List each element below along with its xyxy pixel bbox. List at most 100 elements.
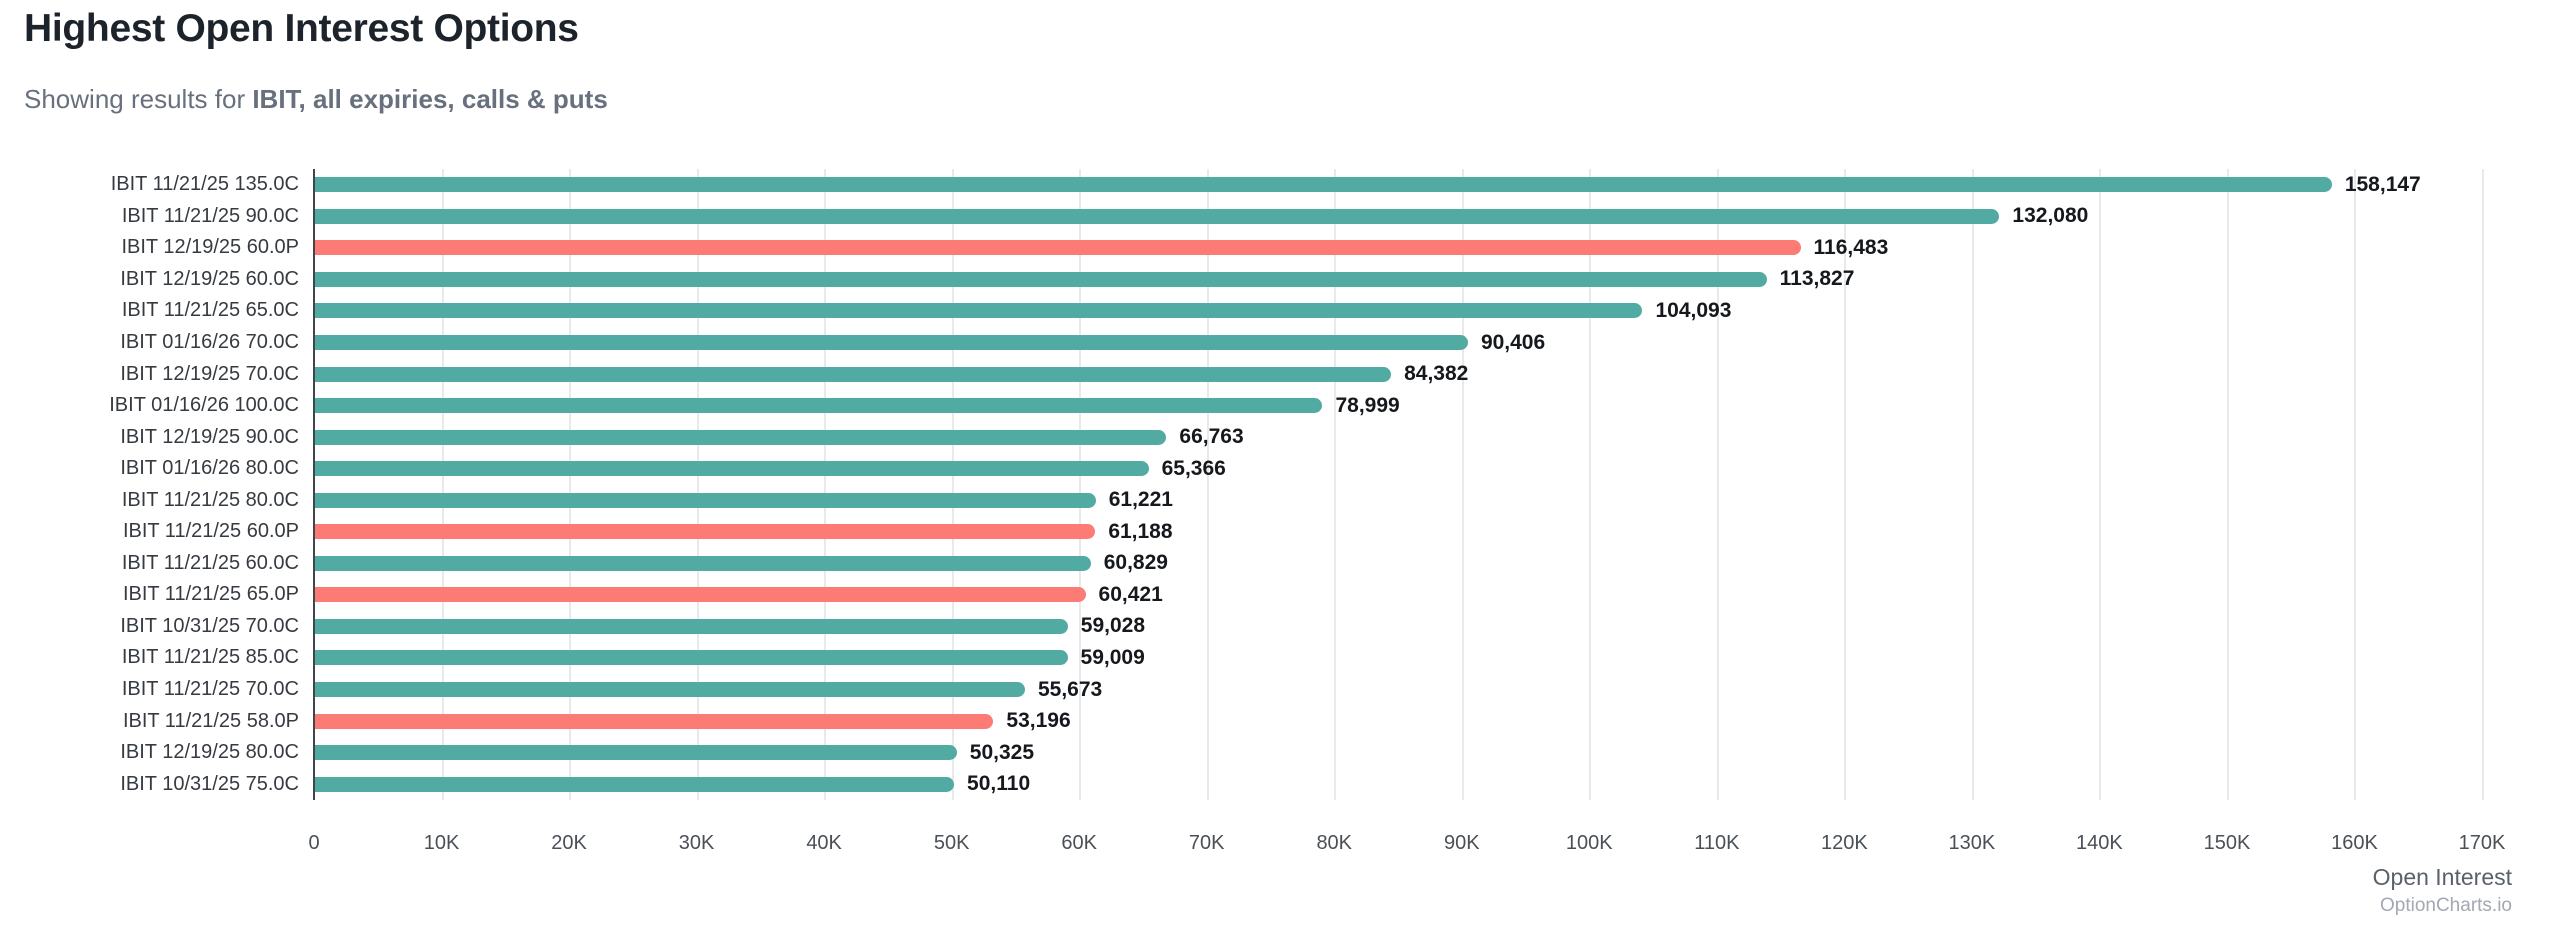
bar-row: 59,028 (315, 611, 2483, 643)
y-axis-label: IBIT 11/21/25 60.0P (122, 520, 299, 543)
open-interest-bar[interactable] (315, 492, 1096, 508)
bar-value-label: 50,110 (967, 772, 1031, 796)
open-interest-bar[interactable] (315, 177, 2332, 193)
bar-value-label: 60,829 (1103, 551, 1168, 575)
bar-value-label: 60,421 (1098, 582, 1163, 606)
bar-value-label: 61,221 (1108, 488, 1173, 512)
y-axis-label: IBIT 12/19/25 80.0C (120, 741, 299, 764)
x-axis-tick-label: 30K (678, 832, 715, 854)
y-axis-label: IBIT 12/19/25 70.0C (120, 362, 299, 385)
y-axis-label: IBIT 11/21/25 80.0C (121, 488, 299, 511)
bar-value-label: 55,673 (1037, 677, 1103, 701)
bar-row: 84,382 (315, 358, 2483, 390)
gridline (2354, 169, 2357, 800)
bar-series: 158,147 132,080 116,483 113,827 104,093 90,40… (315, 169, 2483, 800)
plot-area: 158,147 132,080 116,483 113,827 104,093 90,40… (313, 169, 2484, 800)
y-axis-label: IBIT 11/21/25 70.0C (121, 678, 299, 701)
y-axis-label: IBIT 11/21/25 65.0P (122, 583, 299, 606)
bar-row: 59,009 (315, 642, 2483, 674)
x-axis-tick-label: 160K (2331, 832, 2378, 854)
watermark: OptionCharts.io (2379, 895, 2512, 916)
x-axis-tick-label: 20K (551, 832, 587, 854)
x-axis-tick-label: 40K (806, 832, 842, 854)
bar-row: 50,325 (315, 737, 2483, 769)
open-interest-bar[interactable] (315, 271, 1767, 287)
open-interest-bar[interactable] (315, 587, 1086, 603)
open-interest-bar[interactable] (315, 240, 1801, 256)
gridline (1461, 169, 1464, 800)
open-interest-bar[interactable] (315, 461, 1149, 477)
bar-value-label: 53,196 (1006, 709, 1071, 733)
bar-row: 61,221 (315, 484, 2483, 516)
page-title: Highest Open Interest Options (24, 7, 579, 50)
x-axis-tick-label: 90K (1443, 832, 1480, 854)
bar-value-label: 84,382 (1404, 362, 1469, 386)
y-axis-label: IBIT 01/16/26 80.0C (120, 457, 299, 480)
open-interest-bar[interactable] (315, 524, 1096, 540)
y-axis-label: IBIT 12/19/25 90.0C (120, 425, 299, 448)
bar-value-label: 132,080 (2012, 204, 2089, 228)
y-axis-label: IBIT 01/16/26 70.0C (120, 331, 299, 353)
y-axis-label: IBIT 11/21/25 58.0P (122, 709, 299, 732)
open-interest-bar[interactable] (315, 398, 1323, 414)
x-axis-tick-label: 50K (933, 832, 970, 854)
gridline (1589, 169, 1592, 800)
x-axis-tick-label: 10K (423, 832, 460, 854)
open-interest-bar[interactable] (315, 682, 1025, 698)
gridline (1206, 169, 1209, 800)
bar-row: 90,406 (315, 327, 2483, 359)
x-axis-tick-label: 60K (1061, 832, 1097, 854)
x-axis-tick-label: 150K (2203, 832, 2251, 854)
bar-row: 158,147 (315, 169, 2483, 201)
open-interest-bar[interactable] (315, 650, 1068, 666)
bar-value-label: 50,325 (969, 740, 1035, 764)
gridline (2482, 169, 2484, 800)
open-interest-bar[interactable] (315, 335, 1468, 350)
bar-row: 116,483 (315, 232, 2483, 264)
x-axis-tick-label: 0 (308, 832, 320, 854)
gridline (1971, 169, 1974, 800)
y-axis-label: IBIT 11/21/25 65.0C (121, 299, 299, 322)
y-axis-label: IBIT 11/21/25 135.0C (110, 173, 299, 196)
open-interest-bar[interactable] (315, 555, 1091, 571)
open-interest-bar[interactable] (315, 429, 1167, 445)
gridline (569, 169, 572, 800)
open-interest-bar[interactable] (315, 776, 955, 792)
bar-value-label: 65,366 (1161, 456, 1226, 480)
open-interest-bar[interactable] (315, 745, 957, 761)
x-axis-tick-label: 130K (1948, 832, 1996, 854)
x-axis-tick-label: 100K (1565, 832, 1613, 854)
bar-row: 53,196 (315, 705, 2483, 737)
bar-row: 55,673 (315, 674, 2483, 706)
y-axis-label: IBIT 11/21/25 90.0C (121, 204, 299, 227)
x-axis-tick-label: 80K (1316, 832, 1353, 854)
bar-value-label: 90,406 (1480, 330, 1546, 354)
x-axis-tick-label: 170K (2458, 832, 2506, 854)
bar-row: 65,366 (315, 453, 2483, 485)
subtitle: Showing results for IBIT, all expiries, … (24, 82, 608, 116)
gridline (2226, 169, 2229, 800)
bar-row: 60,421 (315, 579, 2483, 611)
open-interest-bar[interactable] (315, 713, 994, 729)
open-interest-bar[interactable] (315, 208, 2000, 224)
gridline (441, 169, 444, 800)
bar-row: 104,093 (315, 295, 2483, 327)
bar-row: 113,827 (315, 264, 2483, 296)
bar-row: 132,080 (315, 201, 2483, 233)
open-interest-bar[interactable] (315, 618, 1068, 634)
bar-value-label: 104,093 (1655, 298, 1732, 322)
open-interest-bar[interactable] (315, 366, 1392, 382)
open-interest-bar[interactable] (315, 303, 1643, 319)
bar-value-label: 61,188 (1108, 519, 1173, 543)
y-axis-label: IBIT 01/16/26 100.0C (109, 394, 299, 417)
x-axis-tick-label: 140K (2076, 832, 2123, 854)
x-axis: 0 10K 20K 30K 40K 50K 60K 70K 80K 90K 100K 110K 120K… (308, 828, 2505, 858)
y-axis-label: IBIT 10/31/25 70.0C (120, 614, 299, 637)
bar-row: 50,110 (315, 768, 2483, 800)
bar-row: 60,829 (315, 548, 2483, 580)
y-axis-label: IBIT 10/31/25 75.0C (120, 772, 299, 795)
bar-value-label: 66,763 (1179, 425, 1244, 449)
bar-value-label: 59,009 (1080, 645, 1145, 669)
bar-value-label: 113,827 (1779, 267, 1855, 291)
